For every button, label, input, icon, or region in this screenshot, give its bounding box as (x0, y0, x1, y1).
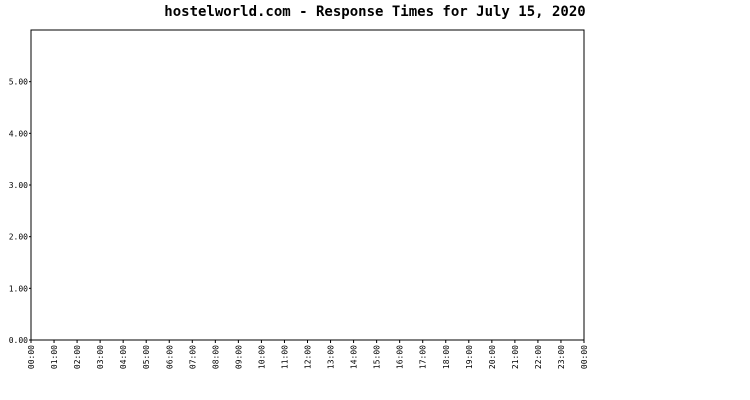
x-tick-label: 09:00 (234, 345, 243, 369)
x-tick-label: 04:00 (119, 345, 128, 369)
x-tick-label: 23:00 (557, 345, 566, 369)
y-tick-label: 3.00 (9, 181, 28, 190)
x-tick-label: 05:00 (142, 345, 151, 369)
x-tick-label: 16:00 (396, 345, 405, 369)
x-tick-label: 12:00 (304, 345, 313, 369)
x-tick-label: 13:00 (327, 345, 336, 369)
x-tick-label: 18:00 (442, 345, 451, 369)
y-tick-label: 2.00 (9, 233, 28, 242)
x-tick-label: 00:00 (580, 345, 589, 369)
x-tick-label: 10:00 (257, 345, 266, 369)
y-tick-labels: 0.00 1.00 2.00 3.00 4.00 5.00 (9, 78, 28, 345)
x-tick-label: 17:00 (419, 345, 428, 369)
x-tick-label: 00:00 (27, 345, 36, 369)
x-tick-label: 19:00 (465, 345, 474, 369)
chart-title: hostelworld.com - Response Times for Jul… (164, 4, 586, 20)
x-tick-label: 11:00 (280, 345, 289, 369)
x-tick-label: 06:00 (165, 345, 174, 369)
x-tick-label: 21:00 (511, 345, 520, 369)
x-tick-label: 22:00 (534, 345, 543, 369)
y-tick-label: 1.00 (9, 284, 28, 293)
x-tick-label: 20:00 (488, 345, 497, 369)
x-tick-label: 14:00 (350, 345, 359, 369)
x-tick-label: 03:00 (96, 345, 105, 369)
plot-frame (30, 29, 585, 341)
y-tick-label: 4.00 (9, 129, 28, 138)
axes (29, 29, 585, 343)
x-tick-label: 07:00 (188, 345, 197, 369)
y-tick-label: 0.00 (9, 336, 28, 345)
y-tick-label: 5.00 (9, 78, 28, 87)
x-tick-label: 01:00 (50, 345, 59, 369)
x-tick-label: 15:00 (373, 345, 382, 369)
x-tick-label: 08:00 (211, 345, 220, 369)
x-tick-labels: 00:00 01:00 02:00 03:00 04:00 05:00 06:00 07:00… (27, 345, 589, 369)
x-tick-label: 02:00 (73, 345, 82, 369)
